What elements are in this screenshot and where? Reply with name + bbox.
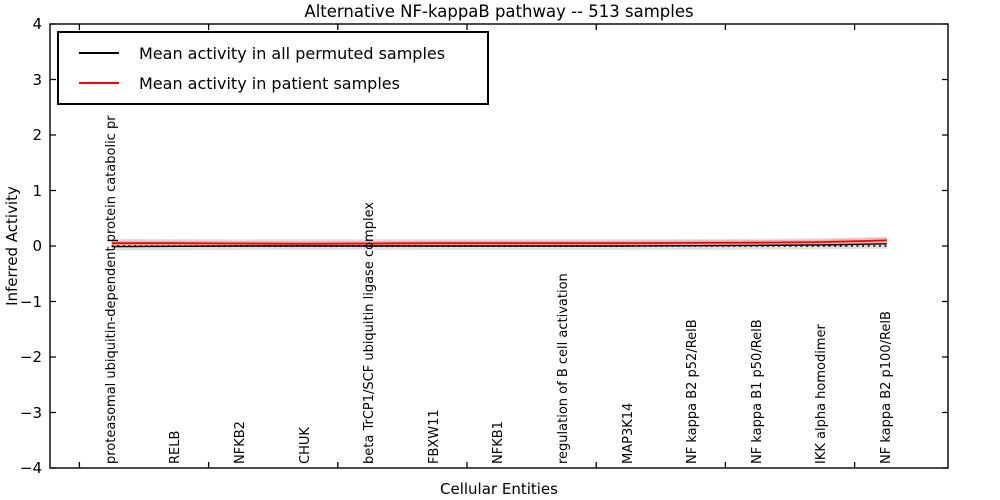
patient-mean-line [111,239,887,245]
legend: Mean activity in all permuted samples Mea… [57,31,490,105]
x-category-label: NF kappa B1 p50/RelB [749,319,765,464]
legend-item: Mean activity in patient samples [71,68,475,98]
x-category-label: IKK alpha homodimer [814,324,830,464]
legend-line-sample [79,82,119,84]
x-category-label: RELB [168,430,184,464]
y-tick-label: 4 [32,15,42,33]
legend-label: Mean activity in all permuted samples [139,43,446,63]
legend-line-sample [79,52,119,54]
y-tick-label: −4 [19,459,42,477]
chart-title: Alternative NF-kappaB pathway -- 513 sam… [304,2,694,21]
y-tick-label: 3 [32,70,42,89]
x-category-label: beta TrCP1/SCF ubiquitin ligase complex [362,201,378,464]
y-tick-label: −2 [19,348,42,366]
tick-marks [50,23,948,469]
y-tick-label: 0 [32,237,42,255]
x-category-label: FBXW11 [426,409,442,464]
legend-label: Mean activity in patient samples [139,73,400,93]
x-axis-label: Cellular Entities [440,480,558,498]
x-category-label: NFKB1 [491,421,507,464]
y-tick-label: 2 [32,126,42,144]
y-tick-label: −3 [19,403,42,422]
y-tick-label: −1 [19,292,42,311]
x-category-label: NFKB2 [232,421,248,464]
x-category-label: regulation of B cell activation [555,273,571,464]
y-tick-label: 1 [32,181,42,200]
x-category-label: proteasomal ubiquitin-dependent protein … [103,115,119,464]
x-category-label: NF kappa B2 p100/RelB [878,311,894,464]
legend-item: Mean activity in all permuted samples [71,38,475,68]
x-category-label: MAP3K14 [620,402,636,464]
x-category-label: CHUK [297,427,313,464]
x-category-label: NF kappa B2 p52/RelB [685,319,701,464]
